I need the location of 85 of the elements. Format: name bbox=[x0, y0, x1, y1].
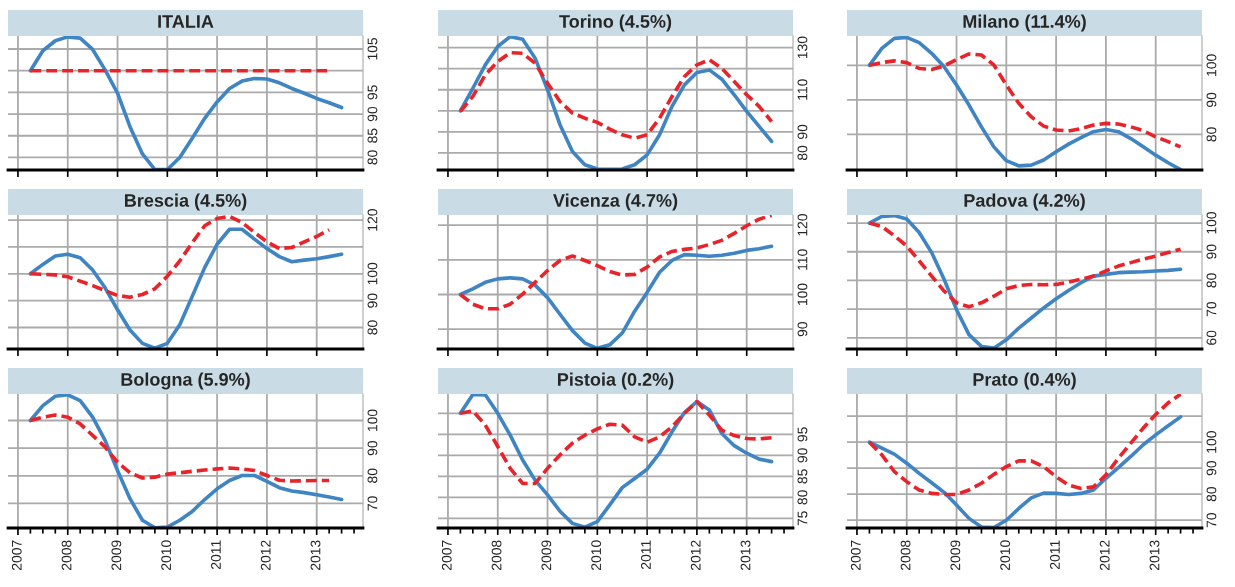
x-tick-label: 2011 bbox=[641, 540, 651, 569]
y-tick-label: 90 bbox=[797, 124, 808, 139]
y-tick-label: 90 bbox=[367, 106, 378, 122]
x-tick-label: 2009 bbox=[950, 540, 961, 570]
y-tick-label: 105 bbox=[367, 38, 378, 60]
y-tick-label: 80 bbox=[797, 145, 808, 161]
x-tick-label: 2007 bbox=[441, 540, 452, 570]
x-tick-label: 2012 bbox=[690, 540, 701, 570]
chart-title: Brescia (4.5%) bbox=[124, 193, 247, 211]
x-tick-label: 2007 bbox=[11, 540, 22, 570]
line-series bbox=[458, 244, 774, 349]
y-tick-label: 100 bbox=[1206, 211, 1217, 234]
line-series bbox=[458, 399, 774, 486]
line-series bbox=[458, 36, 774, 170]
y-tick-label: 85 bbox=[367, 128, 378, 143]
y-tick-label: 85 bbox=[797, 469, 808, 484]
x-tick-label: 2008 bbox=[491, 540, 502, 570]
y-tick-label: 120 bbox=[367, 209, 378, 231]
chart-title: ITALIA bbox=[158, 15, 214, 28]
x-tick-label: 2010 bbox=[591, 540, 602, 570]
x-tick-label: 2008 bbox=[900, 540, 911, 570]
x-tick-label: 2010 bbox=[1000, 540, 1011, 570]
chart-title: Pistoia (0.2%) bbox=[558, 372, 674, 390]
chart-title: Milano (11.4%) bbox=[963, 14, 1086, 32]
line-series bbox=[28, 413, 331, 483]
y-tick-label: 80 bbox=[367, 150, 378, 165]
y-tick-label: 110 bbox=[797, 249, 808, 270]
y-tick-label: 90 bbox=[1206, 92, 1217, 107]
line-series bbox=[867, 415, 1183, 528]
line-series bbox=[28, 227, 344, 349]
y-tick-label: 100 bbox=[367, 409, 378, 432]
y-tick-label: 70 bbox=[367, 496, 378, 511]
x-tick-label: 2010 bbox=[161, 540, 172, 570]
y-tick-label: 90 bbox=[367, 440, 378, 456]
line-series bbox=[28, 36, 344, 170]
chart-title: Padova (4.2%) bbox=[964, 193, 1085, 211]
y-tick-label: 80 bbox=[367, 468, 378, 483]
y-tick-label: 75 bbox=[797, 511, 808, 526]
line-series bbox=[28, 215, 331, 299]
y-tick-label: 70 bbox=[1206, 301, 1217, 317]
y-tick-label: 70 bbox=[1206, 513, 1217, 528]
chart-title: Torino (4.5%) bbox=[559, 14, 672, 32]
chart-title: Vicenza (4.7%) bbox=[553, 193, 678, 211]
line-series bbox=[867, 215, 1183, 349]
x-tick-label: 2013 bbox=[310, 540, 321, 570]
y-tick-label: 90 bbox=[367, 293, 378, 308]
line-series bbox=[867, 221, 1183, 309]
line-series bbox=[458, 215, 774, 311]
y-tick-label: 80 bbox=[367, 320, 378, 335]
x-tick-label: 2011 bbox=[211, 540, 221, 569]
x-tick-label: 2013 bbox=[740, 540, 751, 570]
y-tick-label: 90 bbox=[797, 448, 808, 463]
x-tick-label: 2012 bbox=[260, 540, 271, 570]
line-series bbox=[28, 394, 344, 528]
y-tick-label: 100 bbox=[797, 283, 808, 306]
x-tick-label: 2009 bbox=[541, 540, 552, 570]
chart-title: Prato (0.4%) bbox=[973, 372, 1076, 390]
x-tick-label: 2012 bbox=[1099, 540, 1110, 570]
y-tick-label: 90 bbox=[1206, 460, 1217, 476]
y-tick-label: 80 bbox=[1206, 486, 1217, 502]
x-tick-label: 2011 bbox=[1050, 540, 1060, 569]
y-tick-label: 110 bbox=[797, 79, 808, 100]
y-tick-label: 120 bbox=[797, 214, 808, 236]
y-tick-label: 80 bbox=[797, 490, 808, 505]
y-tick-label: 80 bbox=[1206, 127, 1217, 142]
x-tick-label: 2013 bbox=[1149, 540, 1160, 570]
y-tick-label: 90 bbox=[797, 322, 808, 337]
x-tick-label: 2007 bbox=[850, 540, 861, 570]
line-series bbox=[867, 52, 1183, 149]
x-tick-label: 2008 bbox=[61, 540, 72, 570]
line-series bbox=[458, 394, 774, 528]
x-tick-label: 2009 bbox=[111, 540, 122, 570]
y-tick-label: 100 bbox=[1206, 431, 1217, 453]
y-tick-label: 100 bbox=[367, 262, 378, 285]
chart-title: Bologna (5.9%) bbox=[121, 372, 250, 390]
line-series bbox=[458, 50, 774, 140]
line-series bbox=[867, 36, 1183, 170]
line-series bbox=[867, 394, 1183, 497]
y-tick-label: 100 bbox=[1206, 54, 1217, 76]
y-tick-label: 130 bbox=[797, 36, 808, 59]
y-tick-label: 80 bbox=[1206, 273, 1217, 288]
y-tick-label: 90 bbox=[1206, 244, 1217, 259]
y-tick-label: 95 bbox=[367, 85, 378, 100]
y-tick-label: 95 bbox=[797, 427, 808, 442]
y-tick-label: 60 bbox=[1206, 330, 1217, 345]
